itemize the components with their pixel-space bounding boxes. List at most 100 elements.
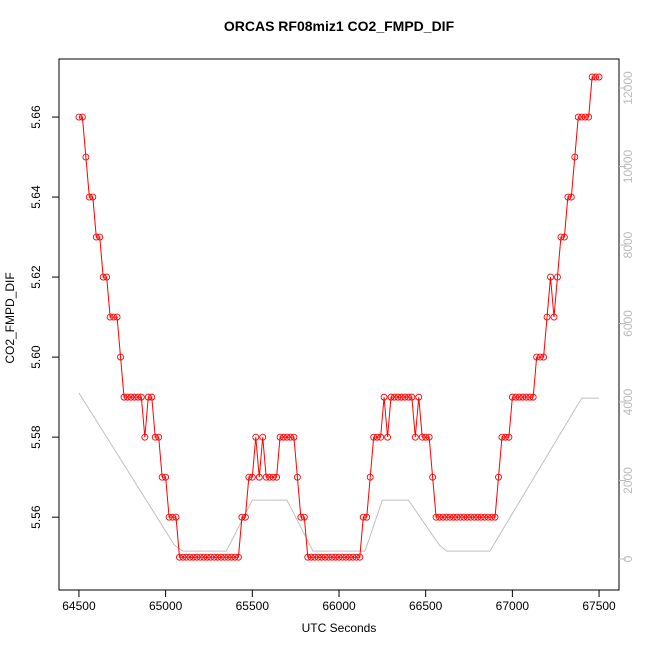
- point: [75, 113, 83, 121]
- point: [231, 553, 239, 561]
- point: [436, 513, 444, 521]
- point: [384, 433, 391, 441]
- point: [370, 433, 378, 441]
- point: [179, 553, 187, 561]
- point: [137, 393, 145, 401]
- point: [404, 393, 412, 401]
- point: [99, 273, 107, 281]
- y-tick-label: 5.64: [29, 185, 43, 209]
- point: [314, 553, 322, 561]
- point: [574, 113, 582, 121]
- y-tick-label: 5.58: [29, 425, 43, 449]
- point: [217, 553, 225, 561]
- point: [446, 513, 454, 521]
- point: [401, 393, 409, 401]
- point: [172, 513, 180, 521]
- point: [276, 433, 284, 441]
- y2-tick-label: 0: [621, 555, 635, 562]
- point: [449, 513, 457, 521]
- point: [124, 393, 131, 401]
- point: [290, 433, 298, 441]
- point: [515, 393, 523, 401]
- point: [554, 273, 561, 281]
- point: [193, 553, 201, 561]
- x-axis-label: UTC Seconds: [302, 621, 377, 635]
- point: [470, 513, 478, 521]
- point: [533, 353, 541, 361]
- point: [127, 393, 135, 401]
- point: [505, 433, 513, 441]
- point: [588, 73, 596, 81]
- point: [512, 393, 520, 401]
- point: [207, 553, 215, 561]
- point: [283, 433, 291, 441]
- point: [273, 473, 281, 481]
- point: [332, 553, 339, 561]
- point: [581, 113, 589, 121]
- point: [245, 473, 253, 481]
- point: [228, 553, 235, 561]
- point: [269, 473, 277, 481]
- point: [165, 513, 173, 521]
- y-tick-label: 5.62: [29, 265, 43, 289]
- point: [144, 393, 152, 401]
- plot-frame: [58, 58, 620, 591]
- point: [130, 393, 138, 401]
- point: [339, 553, 346, 561]
- point: [387, 393, 395, 401]
- point: [224, 553, 232, 561]
- point: [304, 553, 312, 561]
- point: [280, 433, 287, 441]
- point: [106, 313, 114, 321]
- point: [391, 393, 398, 401]
- point: [92, 233, 100, 241]
- point: [394, 393, 402, 401]
- y-axis-label: CO2_FMPD_DIF: [3, 272, 17, 363]
- point: [117, 353, 124, 361]
- point: [363, 513, 371, 521]
- point: [349, 553, 357, 561]
- point: [103, 273, 111, 281]
- point: [495, 473, 502, 481]
- point: [547, 273, 554, 281]
- point: [300, 513, 308, 521]
- point: [328, 553, 336, 561]
- point: [252, 433, 260, 441]
- point: [210, 553, 218, 561]
- point: [287, 433, 294, 441]
- point: [418, 433, 426, 441]
- point: [585, 113, 593, 121]
- point: [176, 553, 183, 561]
- point: [592, 73, 600, 81]
- point: [529, 393, 537, 401]
- point: [293, 473, 301, 481]
- point: [158, 473, 166, 481]
- point: [571, 153, 579, 161]
- point: [151, 433, 159, 441]
- point: [560, 233, 568, 241]
- point: [425, 433, 433, 441]
- point: [456, 513, 464, 521]
- point: [536, 353, 544, 361]
- point: [498, 433, 506, 441]
- point: [89, 193, 97, 201]
- point: [397, 393, 405, 401]
- point: [380, 393, 388, 401]
- point: [488, 513, 496, 521]
- point: [162, 473, 170, 481]
- point: [241, 513, 249, 521]
- point: [550, 313, 558, 321]
- point: [182, 553, 190, 561]
- point: [82, 153, 90, 161]
- x-tick-label: 67000: [496, 599, 530, 613]
- point: [373, 433, 381, 441]
- y-tick-label: 5.66: [29, 105, 43, 129]
- point: [325, 553, 333, 561]
- point: [377, 433, 385, 441]
- point: [203, 553, 211, 561]
- point: [266, 473, 274, 481]
- point: [141, 433, 149, 441]
- point: [411, 433, 419, 441]
- y2-tick-label: 12000: [621, 71, 635, 105]
